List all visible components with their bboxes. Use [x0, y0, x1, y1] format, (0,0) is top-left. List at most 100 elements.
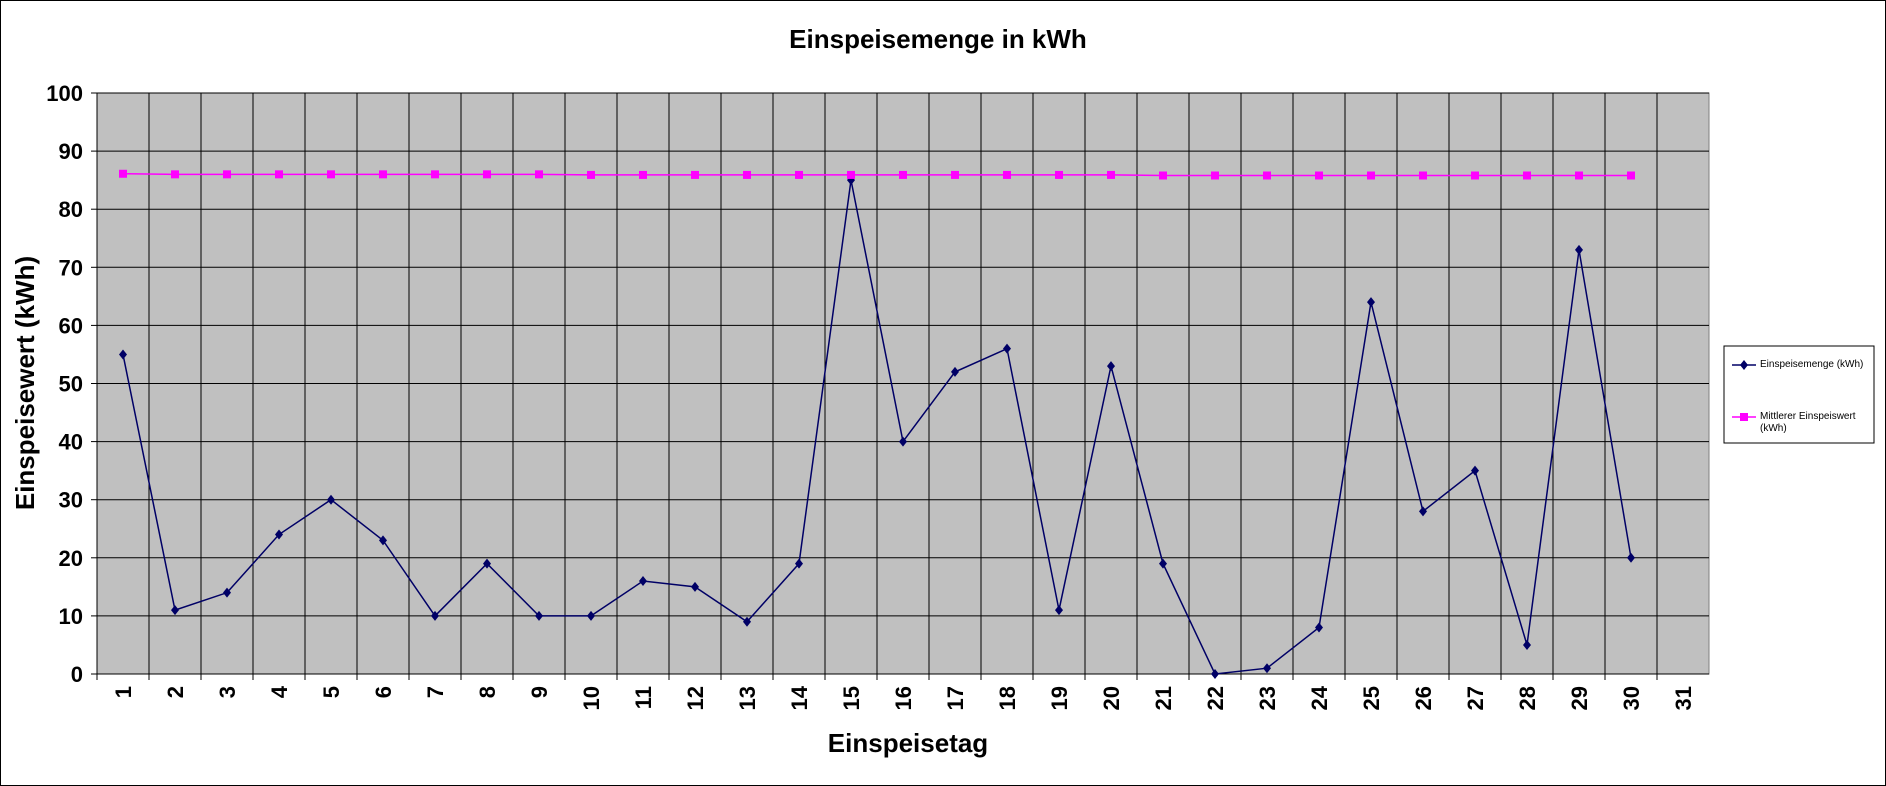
point	[1159, 558, 1167, 569]
x-tick-label: 5	[319, 686, 344, 698]
point	[691, 170, 699, 179]
point	[1419, 506, 1427, 517]
point	[1740, 413, 1748, 421]
chart-title: Einspeisemenge in kWh	[789, 24, 1087, 54]
point	[1627, 171, 1635, 180]
point	[899, 170, 907, 179]
y-tick-label: 90	[59, 139, 83, 164]
point	[327, 170, 335, 179]
point	[1107, 361, 1115, 372]
point	[1107, 170, 1115, 179]
x-tick-label: 13	[735, 686, 760, 710]
point	[1523, 171, 1531, 180]
y-tick-label: 0	[71, 662, 83, 687]
point	[1315, 622, 1323, 633]
point	[1419, 171, 1427, 180]
point	[119, 349, 127, 360]
point	[795, 558, 803, 569]
point	[1003, 170, 1011, 179]
x-tick-label: 22	[1203, 686, 1228, 710]
point	[1211, 669, 1219, 679]
x-tick-label: 24	[1307, 685, 1332, 710]
point	[1315, 171, 1323, 180]
x-tick-label: 18	[995, 686, 1020, 710]
x-tick-label: 20	[1099, 686, 1124, 710]
y-axis-label: Einspeisewert (kWh)	[10, 256, 40, 510]
point	[171, 605, 179, 616]
x-tick-label: 25	[1359, 686, 1384, 710]
y-tick-label: 70	[59, 255, 83, 280]
x-tick-label: 21	[1151, 686, 1176, 710]
x-tick-label: 7	[423, 686, 448, 698]
point	[223, 587, 231, 598]
x-tick-label: 14	[787, 685, 812, 710]
x-tick-label: 8	[475, 686, 500, 698]
x-tick-label: 2	[163, 686, 188, 698]
x-tick-label: 28	[1515, 686, 1540, 710]
x-tick-label: 1	[111, 686, 136, 698]
series-line	[122, 173, 1631, 177]
x-tick-label: 11	[631, 686, 656, 709]
point	[691, 581, 699, 592]
point	[1055, 170, 1063, 179]
point	[1367, 171, 1375, 180]
point	[1575, 171, 1583, 180]
y-tick-label: 30	[59, 488, 83, 513]
legend-label: Mittlerer Einspeiswert (kWh)	[1760, 411, 1856, 434]
point	[1263, 663, 1271, 674]
point	[1627, 552, 1635, 563]
x-tick-label: 31	[1671, 686, 1696, 710]
x-tick-label: 30	[1619, 686, 1644, 710]
y-tick-label: 10	[59, 604, 83, 629]
legend-box	[1723, 345, 1875, 444]
point	[587, 170, 595, 179]
point	[535, 170, 543, 179]
point	[483, 170, 491, 179]
point	[743, 616, 751, 627]
point	[951, 170, 959, 179]
point	[1471, 465, 1479, 476]
y-tick-label: 20	[59, 546, 83, 571]
x-tick-label: 19	[1047, 686, 1072, 710]
point	[1367, 297, 1375, 308]
x-tick-label: 26	[1411, 686, 1436, 710]
point	[1003, 343, 1011, 354]
series-line	[122, 180, 1632, 675]
x-tick-label: 17	[943, 686, 968, 710]
point	[171, 170, 179, 179]
x-tick-label: 4	[267, 685, 292, 698]
point	[639, 170, 647, 179]
point	[1263, 171, 1271, 180]
point	[743, 170, 751, 179]
x-tick-label: 9	[527, 686, 552, 698]
x-tick-label: 15	[839, 686, 864, 710]
point	[639, 576, 647, 587]
point	[1471, 171, 1479, 180]
x-axis-label: Einspeisetag	[828, 728, 988, 758]
point	[1575, 244, 1583, 255]
y-tick-label: 60	[59, 313, 83, 338]
point	[431, 610, 439, 621]
legend-label: Einspeisemenge (kWh)	[1760, 359, 1864, 370]
y-tick-label: 50	[59, 372, 83, 397]
point	[1740, 360, 1748, 370]
point	[535, 610, 543, 621]
y-tick-label: 100	[46, 81, 83, 106]
point	[379, 170, 387, 179]
x-tick-label: 27	[1463, 686, 1488, 710]
point	[275, 529, 283, 540]
point	[587, 610, 595, 621]
point	[119, 169, 127, 178]
point	[1523, 639, 1531, 650]
point	[847, 170, 855, 179]
y-tick-label: 80	[59, 197, 83, 222]
point	[379, 535, 387, 546]
point	[1055, 605, 1063, 616]
point	[275, 170, 283, 179]
point	[223, 170, 231, 179]
x-tick-label: 10	[579, 686, 604, 710]
point	[795, 170, 803, 179]
point	[483, 558, 491, 569]
